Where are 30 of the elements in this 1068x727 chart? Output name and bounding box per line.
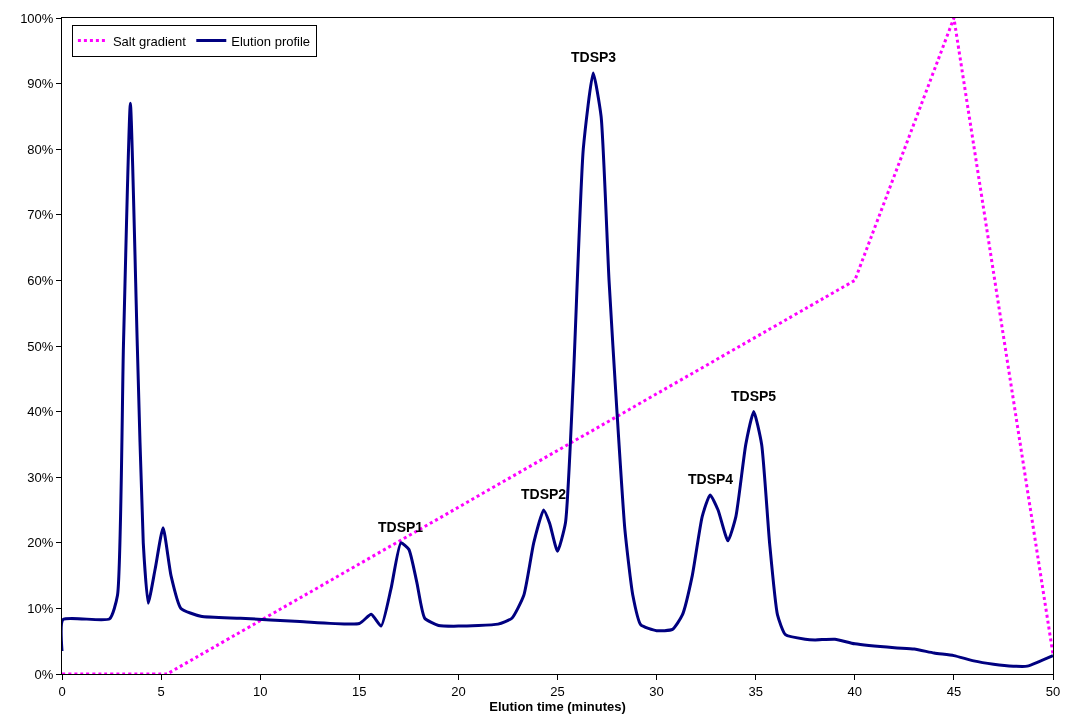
y-tick-label: 40% <box>27 404 54 420</box>
y-tick-label: 30% <box>27 469 54 485</box>
x-tick-label: 20 <box>451 683 466 699</box>
x-tick-label: 0 <box>58 683 66 699</box>
x-tick-label: 40 <box>847 683 863 699</box>
annotation: TDSP4 <box>688 471 734 487</box>
x-tick-label: 10 <box>252 683 268 699</box>
annotation: TDSP5 <box>731 388 777 404</box>
x-tick-label: 30 <box>649 683 664 699</box>
annotation: TDSP1 <box>378 519 424 535</box>
x-tick-label: 15 <box>352 683 367 699</box>
x-axis-title: Elution time (minutes) <box>489 698 626 714</box>
annotation: TDSP3 <box>571 49 617 65</box>
legend-label: Elution profile <box>231 33 311 49</box>
x-tick-label: 25 <box>550 683 565 699</box>
x-tick-label: 35 <box>748 683 763 699</box>
y-tick-label: 10% <box>27 600 54 616</box>
y-tick-label: 50% <box>27 338 54 354</box>
x-tick-label: 5 <box>157 683 165 699</box>
x-tick-label: 45 <box>946 683 962 699</box>
y-tick-label: 60% <box>27 272 54 288</box>
legend-label: Salt gradient <box>112 33 187 49</box>
y-tick-label: 80% <box>27 141 54 157</box>
y-tick-label: 20% <box>27 535 54 551</box>
y-tick-label: 100% <box>20 10 54 26</box>
x-tick-label: 50 <box>1045 683 1061 699</box>
annotation: TDSP2 <box>521 486 567 502</box>
y-tick-label: 70% <box>27 207 54 223</box>
y-tick-label: 0% <box>34 666 54 682</box>
y-tick-label: 90% <box>27 76 54 92</box>
